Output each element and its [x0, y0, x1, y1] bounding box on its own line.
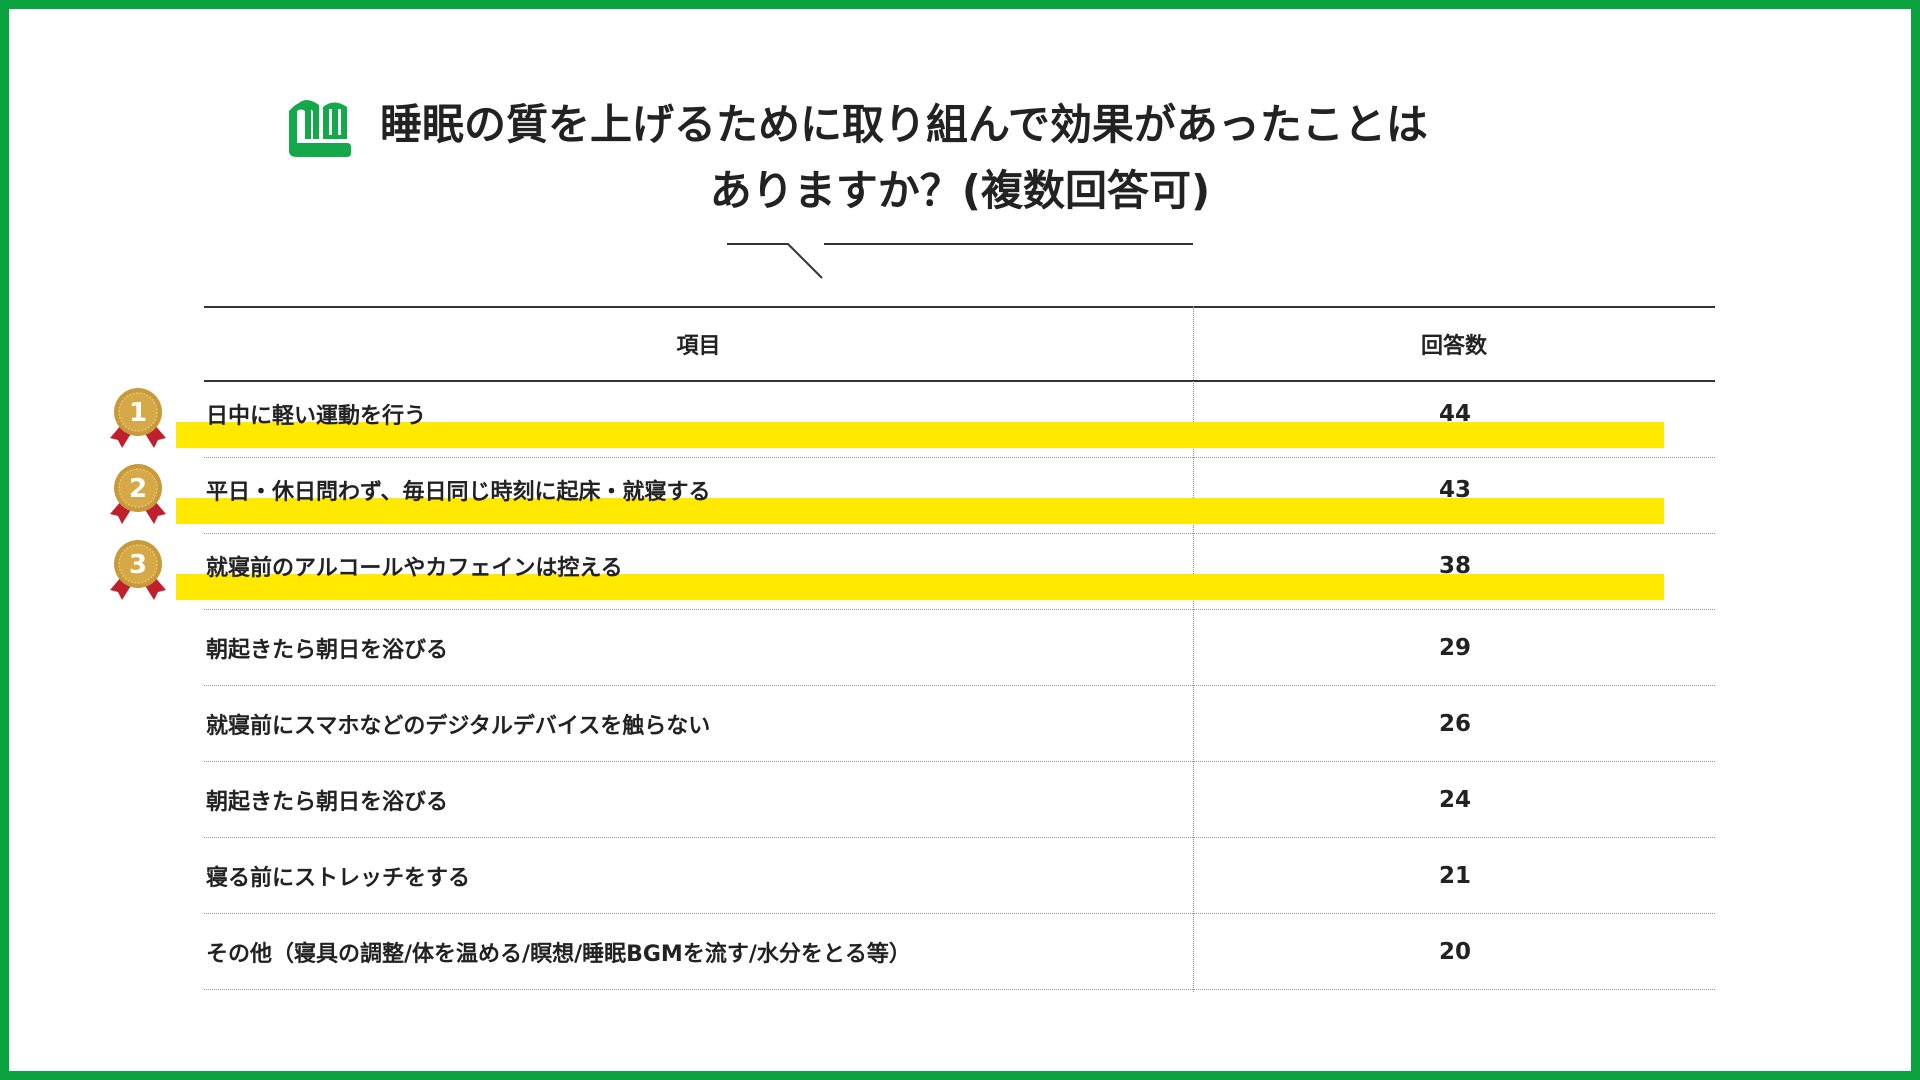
medal-3-icon: 3: [110, 540, 166, 600]
row-item-label: 朝起きたら朝日を浴びる: [206, 789, 449, 815]
title-line-2: ありますか？(複数回答可): [709, 166, 1211, 215]
table-row: 1 日中に軽い運動を行う 44: [110, 382, 1715, 458]
row-item-label: 寝る前にストレッチをする: [206, 865, 471, 891]
table-row: 寝る前にストレッチをする 21: [204, 838, 1715, 914]
table-row: 朝起きたら朝日を浴びる 24: [204, 762, 1715, 838]
row-count: 24: [1438, 786, 1471, 813]
row-item-label: 平日・休日問わず、毎日同じ時刻に起床・就寝する: [206, 479, 711, 505]
svg-text:1: 1: [129, 398, 147, 428]
row-item-label: 朝起きたら朝日を浴びる: [206, 637, 449, 663]
table-row: その他（寝具の調整/体を温める/瞑想/睡眠BGMを流す/水分をとる等） 20: [204, 914, 1715, 990]
row-count: 21: [1438, 862, 1471, 889]
svg-text:3: 3: [129, 550, 147, 580]
table-row: 2 平日・休日問わず、毎日同じ時刻に起床・就寝する 43: [110, 458, 1715, 534]
results-table: 項目 回答数 1 日中に軽い運動を行う 44 2 平日・休日問わず、毎日同じ時刻…: [110, 306, 1715, 992]
row-count: 26: [1438, 710, 1471, 737]
header-count: 回答数: [1420, 334, 1487, 359]
table-row: 就寝前にスマホなどのデジタルデバイスを触らない 26: [204, 686, 1715, 762]
medal-1-icon: 1: [110, 388, 166, 448]
highlight-bar: [176, 422, 1664, 448]
row-item-label: 日中に軽い運動を行う: [206, 403, 427, 429]
row-count: 38: [1438, 552, 1471, 579]
svg-text:2: 2: [129, 474, 147, 504]
table-header: 項目 回答数: [204, 306, 1715, 382]
highlight-bar: [176, 574, 1664, 600]
column-divider: [1193, 306, 1194, 992]
page-title: 睡眠の質を上げるために取り組んで効果があったことは ありますか？(複数回答可): [370, 92, 1550, 224]
row-count: 44: [1438, 400, 1471, 427]
row-count: 29: [1438, 634, 1471, 661]
row-count: 43: [1438, 476, 1471, 503]
table-row: 朝起きたら朝日を浴びる 29: [204, 610, 1715, 686]
medal-2-icon: 2: [110, 464, 166, 524]
highlight-bar: [176, 498, 1664, 524]
row-item-label: 就寝前のアルコールやカフェインは控える: [206, 555, 623, 581]
title-line-1: 睡眠の質を上げるために取り組んで効果があったことは: [380, 100, 1428, 149]
book-logo-icon: [289, 100, 351, 157]
row-item-label: その他（寝具の調整/体を温める/瞑想/睡眠BGMを流す/水分をとる等）: [206, 941, 911, 967]
row-item-label: 就寝前にスマホなどのデジタルデバイスを触らない: [206, 713, 711, 739]
header-item: 項目: [676, 334, 721, 359]
row-count: 20: [1438, 938, 1471, 965]
table-row: 3 就寝前のアルコールやカフェインは控える 38: [110, 534, 1715, 610]
